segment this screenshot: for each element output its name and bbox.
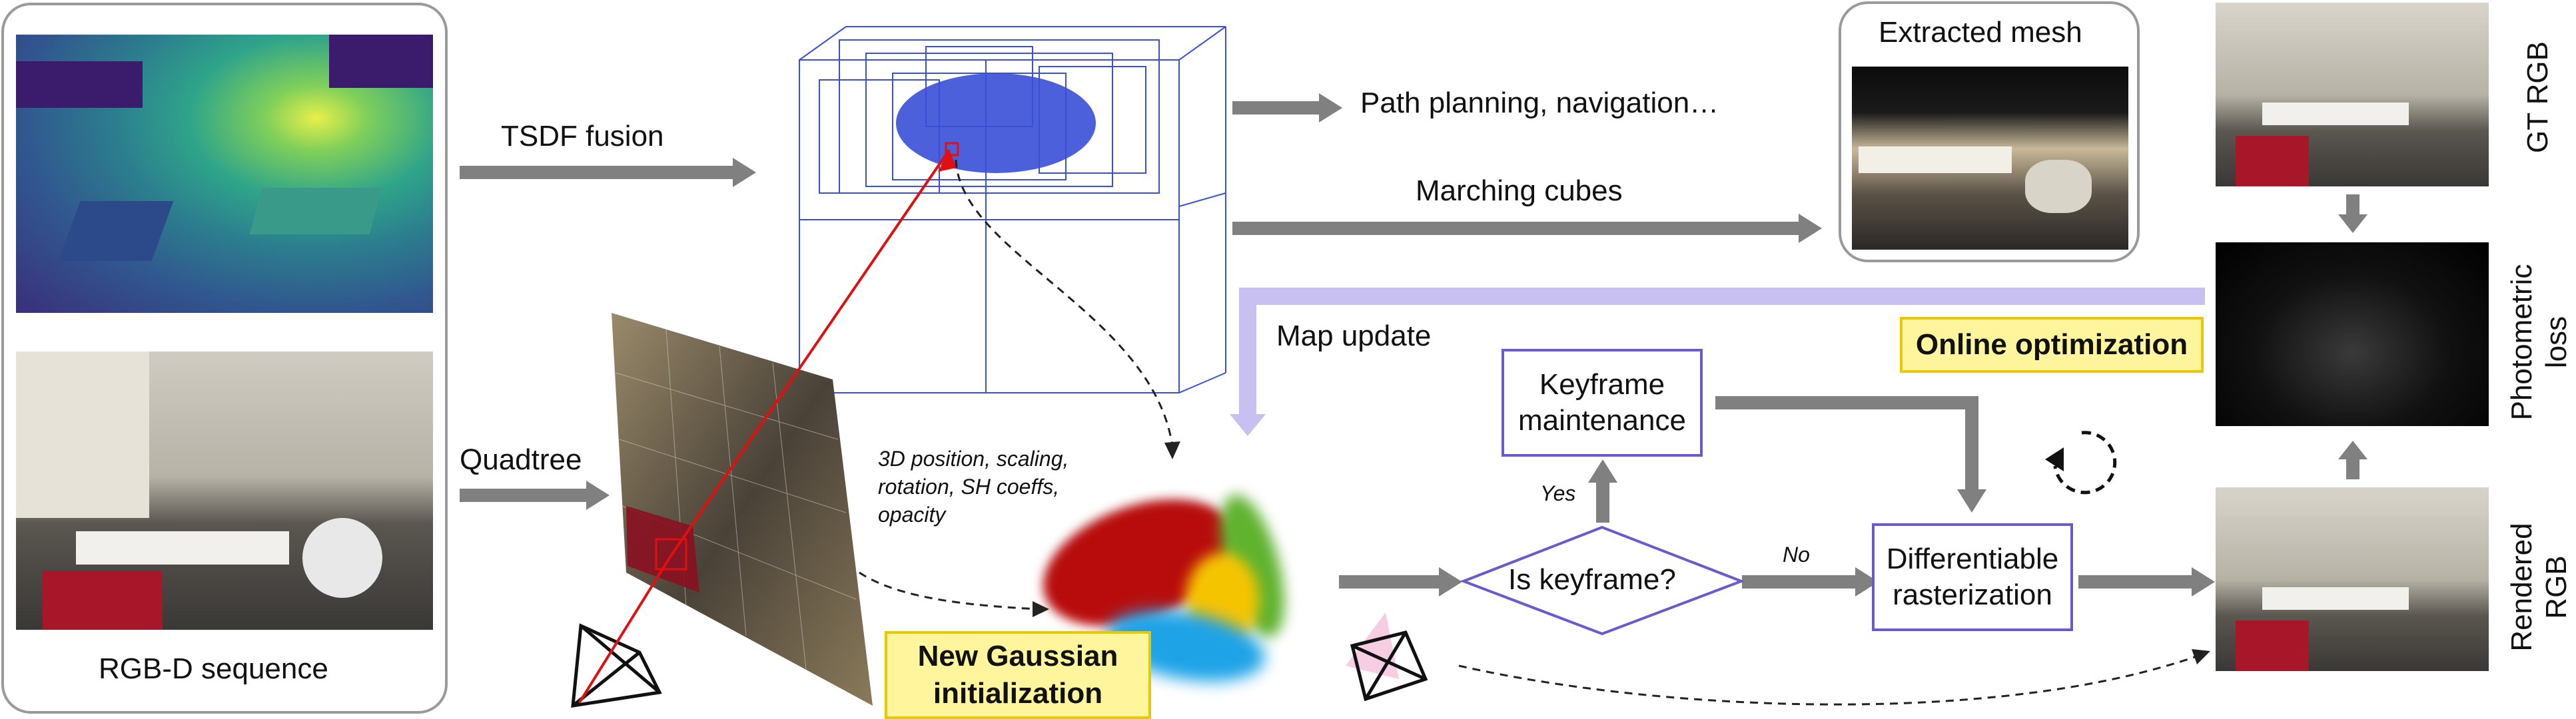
differentiable-rasterization-node: Differentiable rasterization [1872,523,2073,631]
extracted-mesh-image [1852,67,2128,250]
rgb-image [16,352,433,630]
new-gaussian-init-label: New Gaussian initialization [917,640,1118,710]
rgbd-sequence-label: RGB-D sequence [99,652,328,685]
gaussian-attributes-label: 3D position, scaling, rotation, SH coeff… [878,447,1069,527]
online-optimization-label: Online optimization [1915,328,2188,361]
marching-cubes-label: Marching cubes [1416,174,1623,207]
new-gaussian-init-box: New Gaussian initialization [885,631,1151,719]
tsdf-fusion-label: TSDF fusion [501,120,664,152]
yes-label: Yes [1540,481,1576,505]
quadtree-label: Quadtree [460,443,582,476]
keyframe-maintenance-label: Keyframe maintenance [1518,368,1686,437]
photometric-loss-image [2216,242,2489,426]
is-keyframe-label: Is keyframe? [1508,563,1676,596]
online-optimization-box: Online optimization [1900,317,2204,373]
differentiable-rasterization-label: Differentiable rasterization [1886,543,2059,611]
rendered-rgb-label: Rendered RGB [2505,523,2573,652]
depth-image [16,35,433,313]
rendered-rgb-image [2216,487,2489,671]
gt-rgb-image [2216,3,2489,186]
photometric-loss-label: Photometric loss [2505,264,2573,421]
gaussian-blobs [1013,475,1326,699]
gt-rgb-label: GT RGB [2521,41,2554,153]
keyframe-maintenance-node: Keyframe maintenance [1502,349,1703,457]
path-planning-label: Path planning, navigation… [1360,87,1719,119]
no-label: No [1783,543,1810,567]
map-update-label: Map update [1276,320,1432,352]
extracted-mesh-label: Extracted mesh [1879,16,2082,49]
